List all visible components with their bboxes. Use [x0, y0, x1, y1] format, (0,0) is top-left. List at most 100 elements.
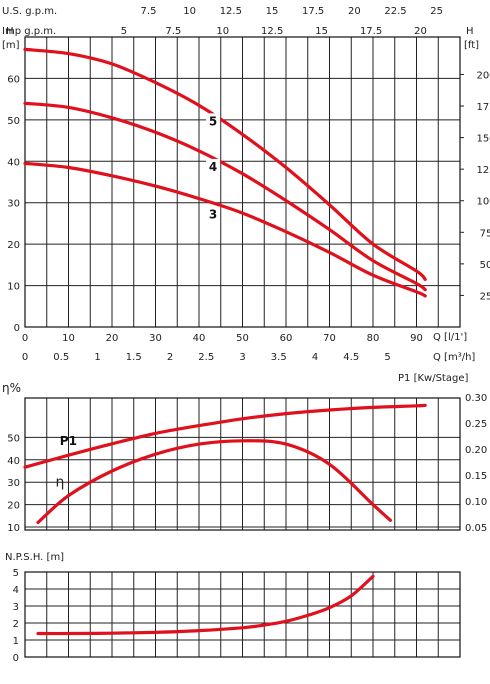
x-m3h-tick-label: 4.5: [343, 352, 359, 363]
npsh-tick-label: 4: [13, 585, 19, 596]
npsh-chart-frame: [24, 571, 461, 658]
npsh-chart: N.P.S.H. [m] 0 1 2 3 4 5: [5, 552, 461, 664]
npsh-curve: [36, 574, 375, 636]
p1-tick-label: 0.20: [465, 445, 487, 456]
npsh-chart-curves: [36, 574, 375, 636]
x-axis-label-m3h: Q [m³/h]: [433, 352, 475, 363]
head-ft-tick-label: 150: [476, 134, 490, 145]
head-y-tick-label: 10: [7, 282, 20, 293]
us-gpm-tick-label: 10: [183, 6, 196, 17]
npsh-chart-grid: [25, 572, 460, 657]
p1-tick-label: 0.25: [465, 419, 487, 430]
head-ft-tick-label: 200: [476, 70, 490, 81]
head-ft-tick-label: 125: [476, 165, 490, 176]
eta-series-label: η: [55, 475, 64, 491]
us-gpm-tick-label: 7.5: [141, 6, 157, 17]
us-gpm-tick-label: 20: [348, 6, 361, 17]
eta-tick-label: 10: [7, 523, 20, 534]
head-y-tick-label: 40: [7, 157, 20, 168]
x-m3h-tick-label: 0: [22, 352, 28, 363]
head-y-tick-label: 20: [7, 240, 20, 251]
imp-gpm-tick-label: 5: [121, 26, 127, 37]
head-left-axis-label: H: [6, 26, 14, 37]
x-lpm-tick-label: 0: [22, 333, 28, 344]
npsh-axis-label: N.P.S.H. [m]: [5, 552, 64, 563]
imp-gpm-axis-label: Imp g.p.m.: [2, 26, 56, 37]
x-lpm-tick-label: 90: [410, 333, 423, 344]
efficiency-chart-curves: [23, 403, 427, 525]
p1-tick-label: 0.15: [465, 471, 487, 482]
head-series-label-bg: [206, 113, 221, 130]
head-curve-stages-3: [23, 161, 427, 298]
npsh-tick-label: 3: [13, 602, 19, 613]
efficiency-curve: [36, 439, 392, 525]
imp-gpm-tick-label: 12.5: [261, 26, 283, 37]
head-y-tick-label: 50: [7, 116, 20, 127]
npsh-chart-ticks: 0 1 2 3 4 5: [13, 568, 19, 664]
eta-tick-label: 50: [7, 433, 20, 444]
p1-tick-label: 0.05: [465, 523, 487, 534]
head-series-label-bg: [206, 206, 221, 223]
us-gpm-tick-label: 12.5: [220, 6, 242, 17]
us-gpm-axis-label: U.S. g.p.m.: [2, 6, 57, 17]
head-curve-stages-4: [23, 101, 427, 292]
us-gpm-tick-label: 15: [266, 6, 279, 17]
x-m3h-tick-label: 3: [239, 352, 245, 363]
x-m3h-tick-label: 2: [167, 352, 173, 363]
x-m3h-tick-label: 1: [94, 352, 100, 363]
us-gpm-tick-label: 22.5: [384, 6, 406, 17]
npsh-tick-label: 0: [13, 653, 19, 664]
head-series-label-5: 5: [209, 114, 217, 128]
head-left-axis-unit: [m]: [2, 40, 20, 51]
x-m3h-tick-label: 1.5: [126, 352, 142, 363]
p1-axis-label: P1 [Kw/Stage]: [398, 373, 468, 384]
head-series-label-bg: [206, 158, 221, 175]
x-m3h-tick-label: 2.5: [198, 352, 214, 363]
eta-tick-label: 30: [7, 478, 20, 489]
x-m3h-tick-label: 3.5: [271, 352, 287, 363]
x-m3h-tick-label: 4: [312, 352, 318, 363]
x-lpm-tick-label: 30: [149, 333, 162, 344]
head-ft-tick-label: 175: [476, 102, 490, 113]
eta-tick-label: 20: [7, 501, 20, 512]
head-ft-tick-label: 25: [480, 291, 490, 302]
p1-tick-label: 0.30: [465, 393, 487, 404]
head-y-tick-label: 30: [7, 199, 20, 210]
efficiency-power-chart: η% P1 [Kw/Stage] 10 20 30 40 50 0.05 0.10 0.15 0…: [2, 373, 487, 534]
x-lpm-tick-label: 80: [367, 333, 380, 344]
head-chart-frame: [24, 36, 461, 328]
eta-axis-label: η%: [2, 381, 21, 395]
head-chart: U.S. g.p.m. Imp g.p.m. H [m] H [ft] Q [l…: [2, 6, 490, 363]
head-series-label-3: 3: [209, 208, 217, 222]
imp-gpm-tick-label: 17.5: [360, 26, 382, 37]
x-lpm-tick-label: 10: [62, 333, 75, 344]
head-chart-ticks: 0102030405060255075100125150175200010203…: [7, 6, 490, 363]
head-curve-stages-5: [23, 47, 427, 281]
head-y-tick-label: 60: [7, 74, 20, 85]
head-series-labels: 5 4 3: [206, 113, 221, 223]
us-gpm-tick-label: 25: [430, 6, 443, 17]
head-chart-curves: [23, 47, 427, 298]
x-m3h-tick-label: 5: [384, 352, 390, 363]
head-ft-tick-label: 75: [480, 228, 490, 239]
head-ft-tick-label: 50: [480, 260, 490, 271]
imp-gpm-tick-label: 15: [315, 26, 328, 37]
us-gpm-tick-label: 17.5: [302, 6, 324, 17]
p1-curve: [23, 403, 427, 469]
x-lpm-tick-label: 20: [106, 333, 119, 344]
efficiency-series-labels: P1 η: [55, 434, 77, 491]
x-axis-label-lpm: Q [l/1']: [433, 332, 467, 343]
x-lpm-tick-label: 60: [280, 333, 293, 344]
x-lpm-tick-label: 70: [323, 333, 336, 344]
npsh-tick-label: 2: [13, 619, 19, 630]
eta-tick-label: 40: [7, 456, 20, 467]
p1-series-label: P1: [60, 434, 77, 448]
head-ft-tick-label: 100: [476, 197, 490, 208]
x-lpm-tick-label: 50: [236, 333, 249, 344]
efficiency-chart-ticks: 10 20 30 40 50 0.05 0.10 0.15 0.20 0.25 0.30: [7, 393, 487, 534]
head-y-tick-label: 0: [14, 323, 20, 334]
head-right-axis-unit: [ft]: [464, 40, 479, 51]
npsh-tick-label: 5: [13, 568, 19, 579]
p1-tick-label: 0.10: [465, 497, 487, 508]
